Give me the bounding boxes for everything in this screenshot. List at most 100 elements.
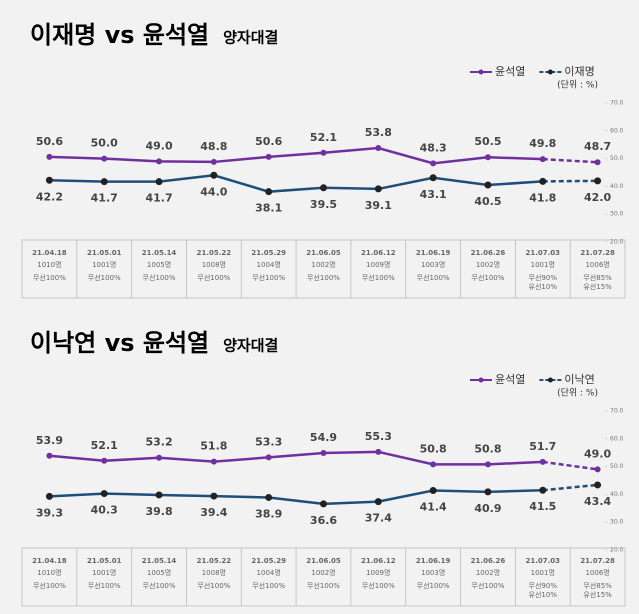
- value-label: 48.7: [584, 140, 611, 153]
- data-point: [156, 158, 163, 165]
- value-label: 53.3: [255, 435, 282, 448]
- chart-subtitle: 양자대결: [223, 29, 278, 47]
- y-tick-label: 50.0: [610, 463, 624, 470]
- sample-label: 1009명: [366, 568, 390, 577]
- value-label: 37.4: [365, 512, 392, 525]
- series-line-dashed: [542, 157, 598, 164]
- method-label: 무선100%: [197, 273, 230, 282]
- data-point: [320, 184, 327, 192]
- data-point: [210, 492, 218, 500]
- data-point: [46, 153, 53, 160]
- method-label: 무선100%: [362, 273, 395, 282]
- data-point: [430, 461, 437, 468]
- date-label: 21.06.26: [471, 557, 506, 565]
- data-point: [156, 454, 163, 461]
- value-label: 41.8: [529, 191, 556, 204]
- legend-label: 이재명: [564, 65, 594, 78]
- sample-label: 1008명: [202, 568, 226, 577]
- date-label: 21.05.29: [251, 557, 286, 565]
- sample-label: 1002명: [311, 568, 335, 577]
- date-label: 21.05.22: [197, 249, 232, 257]
- data-point: [265, 454, 272, 461]
- series-line-dashed: [542, 483, 598, 492]
- method-label: 무선100%: [33, 273, 66, 282]
- data-point: [320, 149, 327, 156]
- legend-label: 윤석열: [495, 65, 525, 78]
- sample-label: 1008명: [202, 260, 226, 269]
- legend-marker: [547, 69, 553, 75]
- data-point: [101, 155, 108, 162]
- date-label: 21.05.01: [87, 249, 122, 257]
- sample-label: 1010명: [37, 260, 61, 269]
- series-line: [49, 488, 543, 506]
- y-tick-label: 70.0: [610, 408, 624, 415]
- value-label: 48.3: [420, 141, 447, 154]
- chart-subtitle: 양자대결: [223, 337, 278, 355]
- chart-title: 이재명 vs 윤석열: [30, 21, 209, 49]
- value-label: 50.8: [474, 442, 501, 455]
- sample-label: 1006명: [585, 260, 609, 269]
- sample-label: 1001명: [531, 260, 555, 269]
- legend-marker: [478, 69, 484, 75]
- date-label: 21.04.18: [32, 557, 67, 565]
- method-label: 무선100%: [143, 581, 176, 590]
- sample-label: 1002명: [476, 568, 500, 577]
- method-label: 무선90%: [529, 273, 558, 282]
- y-tick-label: 20.0: [610, 547, 624, 554]
- series-line-dashed: [542, 179, 598, 183]
- data-point: [594, 466, 601, 473]
- value-label: 49.0: [584, 447, 611, 460]
- data-point: [100, 490, 108, 498]
- date-label: 21.07.28: [580, 557, 615, 565]
- value-label: 39.1: [365, 199, 392, 212]
- data-point: [210, 158, 217, 165]
- value-label: 50.6: [36, 135, 63, 148]
- value-label: 44.0: [200, 185, 227, 198]
- value-label: 40.3: [91, 504, 118, 517]
- data-point: [539, 177, 547, 185]
- method-label: 무선85%: [583, 581, 612, 590]
- sample-label: 1005명: [147, 260, 171, 269]
- value-label: 38.1: [255, 202, 282, 215]
- y-tick-label: 30.0: [610, 519, 624, 526]
- legend-label: 이낙연: [564, 373, 594, 386]
- y-tick-label: 40.0: [610, 491, 624, 498]
- sample-label: 1002명: [476, 260, 500, 269]
- data-point: [100, 178, 108, 186]
- data-point: [265, 188, 273, 196]
- y-tick-label: 30.0: [610, 211, 624, 218]
- value-label: 43.4: [584, 495, 611, 508]
- method-label: 무선100%: [88, 581, 121, 590]
- value-label: 54.9: [310, 431, 337, 444]
- data-point: [484, 488, 492, 496]
- data-point: [430, 160, 437, 167]
- unit-label: (단위 : %): [557, 80, 598, 91]
- data-point: [210, 458, 217, 465]
- method-label: 무선100%: [33, 581, 66, 590]
- date-label: 21.07.03: [525, 557, 560, 565]
- method-label: 무선100%: [252, 273, 285, 282]
- data-point: [484, 154, 491, 161]
- series-line-dashed: [542, 460, 598, 471]
- data-point: [594, 177, 602, 185]
- value-label: 53.2: [145, 436, 172, 449]
- data-point: [484, 181, 492, 189]
- chart-title: 이낙연 vs 윤석열: [30, 329, 209, 357]
- data-point: [320, 449, 327, 456]
- series-line: [49, 450, 543, 466]
- value-label: 41.4: [420, 501, 447, 514]
- method-label: 무선100%: [362, 581, 395, 590]
- value-label: 38.9: [255, 507, 282, 520]
- legend-marker: [478, 377, 484, 383]
- data-point: [45, 176, 53, 184]
- data-point: [375, 145, 382, 152]
- date-label: 21.06.12: [361, 557, 396, 565]
- sample-label: 1010명: [37, 568, 61, 577]
- value-label: 39.4: [200, 506, 227, 519]
- value-label: 42.2: [36, 190, 63, 203]
- method-label: 무선100%: [197, 581, 230, 590]
- data-point: [265, 153, 272, 160]
- sample-label: 1001명: [92, 260, 116, 269]
- data-point: [155, 178, 163, 186]
- value-label: 50.5: [474, 135, 501, 148]
